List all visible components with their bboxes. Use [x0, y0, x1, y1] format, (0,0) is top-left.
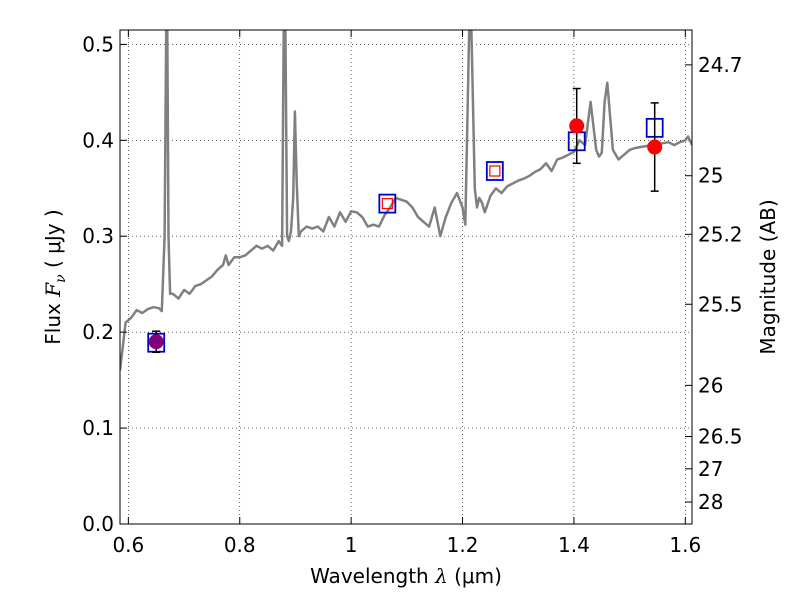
x-tick-label: 0.6: [112, 533, 144, 557]
series-layer: [120, 30, 692, 371]
plot-frame: [119, 29, 693, 525]
y2-tick-label: 25.5: [698, 292, 743, 316]
y-tick-label: 0.5: [82, 32, 114, 56]
y-tick-label: 0.1: [82, 416, 114, 440]
observed-point: [647, 139, 663, 155]
y-tick-label: 0.2: [82, 320, 114, 344]
plot-background: [120, 30, 692, 524]
y2-tick-label: 27: [698, 457, 723, 481]
model-photometry-square: [378, 193, 397, 214]
y2-axis: 24.7 25 25.2 25.5 26 26.5 27 28: [685, 53, 743, 514]
y2-axis-title: Magnitude (AB): [756, 199, 780, 354]
series-group: [120, 30, 692, 371]
y-tick-label: 0.0: [82, 512, 114, 536]
y2-tick-label: 28: [698, 490, 723, 514]
y2-tick-label: 24.7: [698, 53, 743, 77]
x-tick-label: 1.4: [558, 533, 590, 557]
y-axis-title: Flux Fν ( μJy ): [41, 209, 69, 344]
y-tick-label: 0.3: [82, 224, 114, 248]
x-tick-label: 1.6: [669, 533, 701, 557]
y2-tick-label: 26: [698, 373, 723, 397]
y-axis: 0.0 0.1 0.2 0.3 0.4 0.5: [82, 32, 127, 536]
x-tick-label: 1: [345, 533, 358, 557]
y2-tick-label: 25: [698, 164, 723, 188]
model-photometry-square: [485, 161, 504, 181]
y2-tick-label: 26.5: [698, 425, 743, 449]
observed-point: [148, 334, 164, 350]
observed-point: [569, 118, 585, 134]
narrow-band-square: [489, 165, 501, 177]
narrow-band-square: [381, 198, 393, 210]
y-tick-label: 0.4: [82, 128, 114, 152]
x-tick-label: 1.2: [447, 533, 479, 557]
x-tick-label: 0.8: [224, 533, 256, 557]
x-axis-title: Wavelength λ (μm): [310, 564, 502, 588]
x-axis: 0.6 0.8 1 1.2 1.4 1.6: [112, 30, 701, 557]
y2-tick-label: 25.2: [698, 222, 743, 246]
